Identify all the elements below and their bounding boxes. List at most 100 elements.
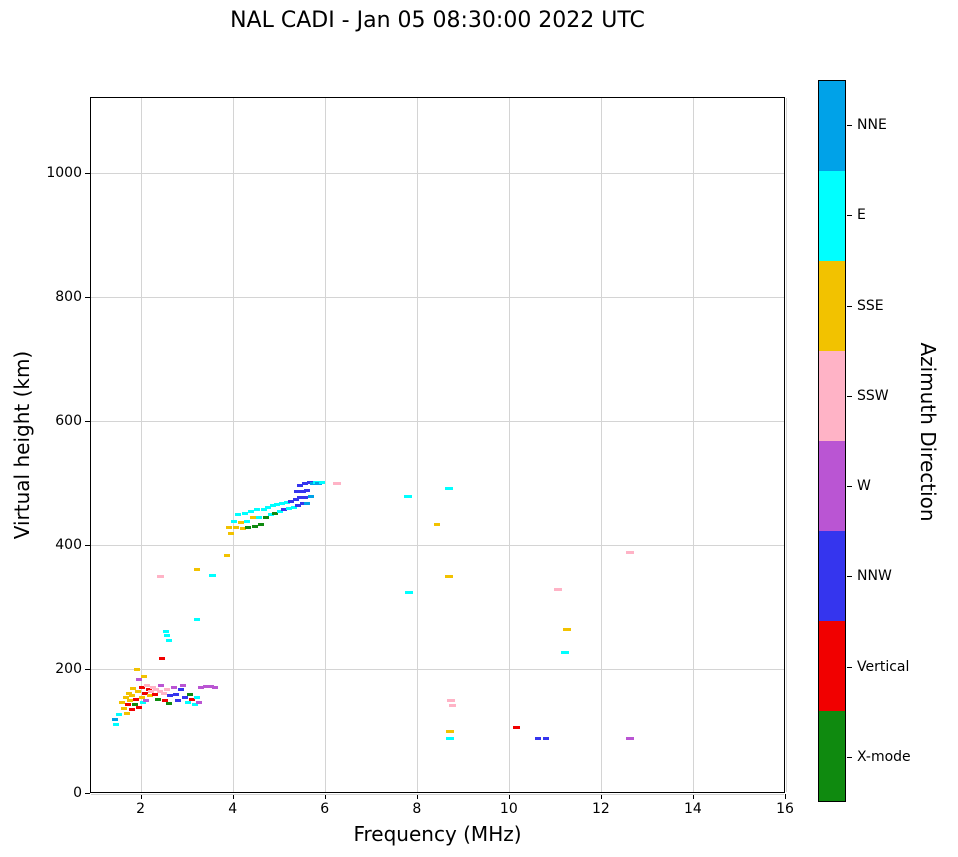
echo-point [184,700,191,704]
echo-point [513,725,521,729]
echo-point [173,693,180,697]
echo-point [186,693,193,697]
y-tick-label: 1000 [46,164,82,181]
x-axis-tick [416,794,418,799]
gridline-vertical [509,98,511,792]
echo-point [288,499,295,503]
echo-point [193,696,200,700]
plot-area [90,97,787,795]
echo-point [163,688,170,692]
echo-point [193,567,200,571]
echo-point [136,677,143,681]
colorbar [818,80,846,802]
echo-point [253,508,260,512]
y-tick-label: 600 [55,412,82,429]
echo-point [123,711,130,715]
y-axis-tick [85,668,90,670]
gridline-vertical [417,98,419,792]
echo-point [198,685,205,689]
y-axis-tick [85,793,90,794]
echo-point [152,693,159,697]
echo-point [122,696,129,700]
echo-point [290,505,297,509]
x-axis-tick [600,794,602,799]
y-tick-label: 800 [55,288,82,305]
echo-point [143,699,150,703]
echo-point [159,657,166,661]
echo-point [193,617,200,621]
echo-point [138,696,145,700]
echo-point [111,718,118,722]
echo-point [244,519,251,523]
colorbar-category-label: NNE [857,117,887,134]
echo-point [157,575,165,579]
echo-point [304,488,311,492]
echo-point [554,587,563,591]
gridline-horizontal [91,297,784,299]
x-axis-label: Frequency (MHz) [353,822,522,846]
echo-point [161,699,168,703]
x-axis-tick [232,794,234,799]
echo-point [150,685,157,689]
echo-point [308,494,314,498]
x-tick-label: 4 [228,801,238,817]
y-tick-label: 400 [55,536,82,553]
echo-point [319,481,326,485]
x-tick-label: 2 [136,801,146,817]
echo-point [182,696,189,700]
echo-point [304,502,311,506]
colorbar-category-label: X-mode [857,748,911,765]
echo-point [145,688,152,692]
x-tick-label: 16 [776,801,794,817]
gridline-horizontal [91,793,784,795]
gridline-horizontal [91,421,784,423]
echo-point [134,690,141,694]
echo-point [147,690,154,694]
echo-point [446,729,454,733]
echo-point [128,708,135,712]
echo-point [113,723,120,727]
echo-point [285,507,292,511]
echo-point [297,484,304,488]
echo-point [153,688,160,692]
colorbar-category-label: NNW [857,568,892,585]
colorbar-tick [847,666,852,668]
echo-point [162,629,169,633]
echo-point [139,700,146,704]
y-tick-label: 0 [73,785,82,801]
y-axis-tick [85,420,90,422]
echo-point [115,713,122,717]
echo-point [267,513,274,517]
echo-point [262,515,269,519]
echo-point [276,510,283,514]
gridline-vertical [141,98,143,792]
echo-point [189,698,196,702]
echo-point [164,634,171,638]
colorbar-tick [847,395,852,397]
echo-point [134,668,141,672]
y-axis-tick [85,296,90,298]
echo-point [333,482,342,486]
echo-point [129,694,136,698]
echo-point [258,523,265,527]
echo-point [226,525,233,529]
echo-point [212,685,219,689]
colorbar-category-label: Vertical [857,658,910,675]
gridline-vertical [693,98,695,792]
echo-point [446,698,455,702]
echo-point [180,683,187,687]
colorbar-segment-nnw [819,531,845,621]
colorbar-tick [847,305,852,307]
echo-point [251,524,258,528]
echo-point [203,685,210,689]
echo-point [272,512,279,516]
x-axis-tick [785,794,786,799]
echo-point [157,683,164,687]
echo-point [299,489,306,493]
echo-point [281,508,288,512]
echo-point [235,513,242,517]
colorbar-tick [847,125,852,127]
echo-point [404,590,413,594]
echo-point [223,553,230,557]
